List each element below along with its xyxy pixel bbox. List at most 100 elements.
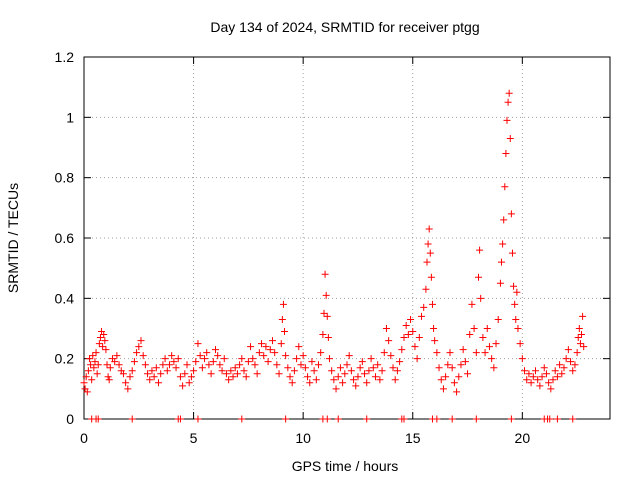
data-point: [103, 361, 111, 369]
data-point: [174, 355, 182, 363]
x-tick-label: 10: [295, 430, 311, 446]
data-point: [500, 216, 508, 224]
x-tick-label: 20: [515, 430, 531, 446]
data-point: [238, 355, 246, 363]
data-point: [260, 352, 268, 360]
data-point: [275, 370, 283, 378]
data-point: [396, 358, 404, 366]
data-point: [312, 376, 320, 384]
data-point: [99, 343, 107, 351]
data-point: [214, 352, 222, 360]
data-point: [141, 361, 149, 369]
data-point: [430, 325, 438, 332]
data-point: [549, 376, 557, 384]
data-point: [411, 343, 419, 351]
data-point: [273, 361, 281, 369]
data-point: [472, 349, 480, 357]
data-point: [93, 370, 101, 378]
data-point: [80, 379, 88, 387]
data-point: [106, 364, 114, 372]
data-point: [502, 150, 510, 158]
data-point: [194, 415, 202, 423]
data-point: [573, 349, 581, 357]
data-point: [181, 370, 189, 378]
data-point: [271, 349, 279, 357]
data-point: [472, 415, 480, 423]
data-point: [453, 388, 461, 396]
data-point: [437, 376, 445, 384]
data-point: [320, 309, 328, 317]
data-point: [105, 376, 113, 384]
data-point: [446, 349, 454, 357]
data-point: [352, 382, 360, 390]
data-point: [332, 385, 340, 393]
data-point: [190, 367, 198, 375]
data-point: [485, 343, 493, 351]
data-point: [365, 367, 373, 375]
data-point: [501, 183, 509, 191]
data-point: [334, 373, 342, 381]
data-point: [374, 361, 382, 369]
data-point: [479, 334, 487, 342]
data-point: [407, 315, 415, 323]
data-point: [354, 373, 362, 381]
data-point: [510, 282, 518, 290]
data-point: [553, 415, 561, 423]
y-axis-label: SRMTID / TECUs: [5, 183, 21, 293]
data-point: [400, 334, 408, 342]
data-point: [220, 355, 228, 363]
data-point: [496, 279, 504, 287]
data-point: [255, 349, 263, 357]
data-point: [325, 355, 333, 363]
data-point: [448, 415, 456, 423]
data-point: [448, 364, 456, 372]
data-point: [376, 376, 384, 384]
data-point: [444, 361, 452, 369]
data-point: [194, 340, 202, 348]
data-point: [101, 337, 109, 345]
data-point: [562, 355, 570, 363]
data-point: [176, 373, 184, 381]
data-point: [402, 321, 410, 329]
data-point: [356, 364, 364, 372]
data-point: [216, 361, 224, 369]
data-point: [439, 385, 447, 393]
data-point: [306, 379, 314, 387]
data-point: [135, 343, 143, 351]
data-point: [521, 367, 529, 375]
data-point: [89, 352, 97, 360]
data-point: [94, 361, 102, 369]
data-point: [286, 373, 294, 381]
data-point: [321, 270, 329, 278]
data-point: [277, 340, 285, 348]
data-point: [176, 415, 184, 423]
data-point: [185, 379, 193, 387]
data-point: [295, 343, 303, 351]
data-point: [111, 358, 119, 366]
data-point: [358, 358, 366, 366]
data-point: [576, 340, 584, 348]
data-point: [247, 343, 255, 351]
data-point: [513, 288, 521, 296]
x-tick-label: 5: [190, 430, 198, 446]
data-point: [336, 364, 344, 372]
data-point: [238, 415, 246, 423]
data-point: [155, 379, 163, 387]
y-tick-label: 0.6: [55, 230, 75, 246]
data-point: [251, 361, 259, 369]
data-point: [380, 349, 388, 357]
data-point: [547, 385, 555, 393]
data-point: [222, 370, 230, 378]
data-point: [227, 367, 235, 375]
data-point: [343, 361, 351, 369]
data-point: [494, 315, 502, 323]
data-point: [560, 364, 568, 372]
data-point: [516, 340, 524, 348]
data-point: [282, 415, 290, 423]
data-point: [490, 364, 498, 372]
data-point: [498, 258, 506, 266]
data-point: [428, 300, 436, 308]
data-point: [461, 358, 469, 366]
data-point: [378, 367, 386, 375]
y-tick-label: 0: [66, 411, 74, 427]
